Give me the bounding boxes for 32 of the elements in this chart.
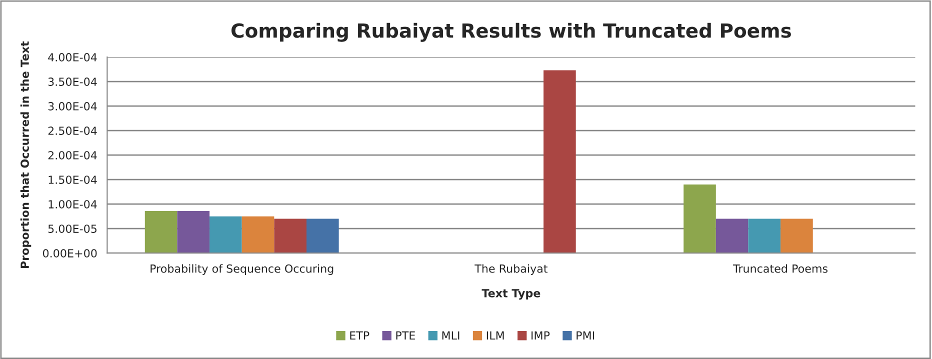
y-tick-label: 3.50E-04 (48, 78, 97, 86)
bar (242, 216, 274, 254)
legend-label: PMI (576, 331, 594, 340)
bar (210, 216, 242, 254)
bar (544, 70, 576, 254)
legend-label: MLI (442, 331, 460, 340)
y-tick-label: 1.50E-04 (48, 176, 97, 184)
bar (144, 210, 178, 254)
chart-title: Comparing Rubaiyat Results with Truncated Poems (231, 22, 791, 42)
legend-label: ETP (350, 331, 370, 340)
y-tick-label: 0.00E+00 (42, 249, 97, 258)
y-tick-label: 5.00E-05 (48, 224, 96, 233)
bar (780, 218, 813, 254)
legend-label: PTE (396, 331, 415, 340)
x-tick-label: Truncated Poems (733, 264, 828, 273)
y-tick-label: 2.50E-04 (48, 126, 97, 135)
y-tick-label: 4.00E-04 (48, 53, 97, 62)
y-tick-label: 3.00E-04 (48, 102, 97, 110)
x-axis-title: Text Type (482, 289, 540, 300)
x-tick-label: Probability of Sequence Occuring (150, 264, 334, 275)
y-tick-label: 1.00E-04 (48, 200, 97, 208)
bar (274, 218, 306, 254)
bar (306, 218, 339, 254)
legend-label: IMP (532, 331, 550, 340)
bar (177, 210, 210, 254)
y-tick-label: 2.00E-04 (48, 151, 97, 160)
bar (748, 218, 781, 254)
bar (684, 184, 716, 254)
bar (716, 218, 748, 254)
y-axis-title: Proportion that Occurred in the Text (20, 41, 32, 268)
legend-label: ILM (486, 331, 504, 340)
x-tick-label: The Rubaiyat (474, 264, 548, 275)
